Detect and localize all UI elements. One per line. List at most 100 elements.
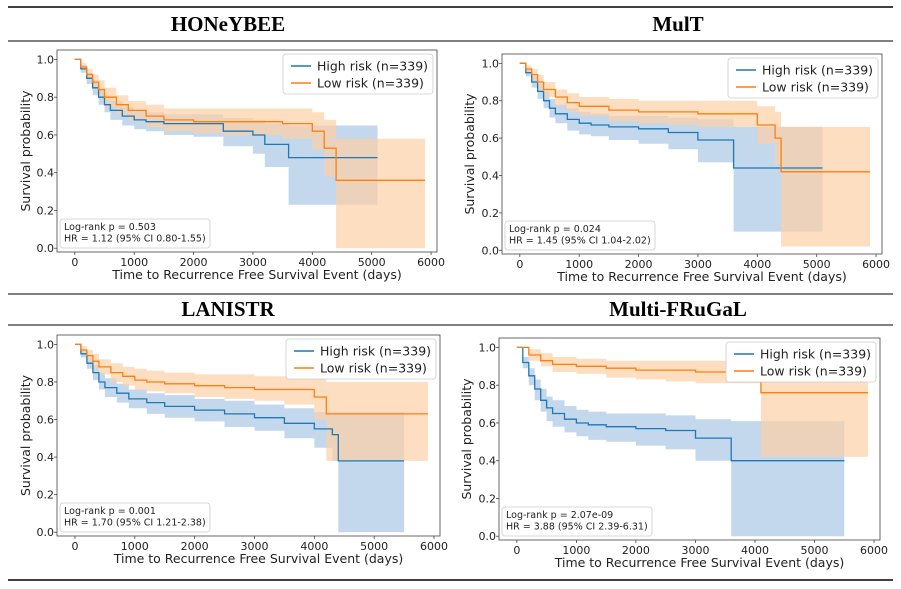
x-tick-label: 6000: [860, 544, 888, 557]
survival-line: [519, 62, 871, 173]
x-tick-label: 4000: [743, 258, 771, 271]
y-tick-label: 0.8: [37, 376, 55, 389]
stats-line: HR = 3.88 (95% CI 2.39-6.31): [506, 522, 648, 533]
x-tick-label: 5000: [358, 256, 386, 269]
legend-label: High risk (n=339): [317, 59, 428, 74]
x-tick-label: 5000: [360, 540, 388, 553]
y-tick-label: 1.0: [479, 341, 497, 354]
y-tick-label: 0.4: [479, 455, 497, 468]
chart-title: LANISTR: [181, 297, 275, 321]
x-tick-label: 2000: [622, 544, 650, 557]
x-tick-label: 2000: [181, 540, 209, 553]
y-tick-label: 0.6: [479, 417, 497, 430]
x-tick-label: 6000: [417, 256, 445, 269]
y-axis-label: Survival probability: [18, 374, 33, 496]
survival-line: [75, 343, 428, 415]
x-tick-label: 5000: [803, 258, 831, 271]
stats-line: Log-rank p = 0.001: [64, 506, 156, 517]
y-axis-label: Survival probability: [462, 93, 477, 215]
x-tick-label: 1000: [562, 544, 590, 557]
x-tick-label: 1000: [565, 258, 593, 271]
x-axis-label: Time to Recurrence Free Survival Event (…: [113, 551, 404, 566]
y-tick-label: 0.0: [37, 526, 55, 539]
y-tick-label: 1.0: [482, 57, 500, 70]
y-tick-label: 0.2: [37, 204, 55, 217]
legend-box: [725, 341, 877, 383]
stats-line: Log-rank p = 0.024: [509, 224, 601, 235]
stats-line: HR = 1.45 (95% CI 1.04-2.02): [509, 236, 651, 247]
chart-panel: LANISTR 0 1000 2000 3000 4000 5000 6000 0.0 0.2 0.…: [18, 297, 448, 566]
y-tick-label: 0.8: [37, 91, 55, 104]
x-tick-label: 2000: [180, 256, 208, 269]
x-tick-label: 6000: [862, 258, 890, 271]
stats-line: HR = 1.70 (95% CI 1.21-2.38): [64, 518, 206, 529]
survival-line: [516, 346, 869, 394]
ci-band: [75, 344, 428, 461]
y-tick-label: 0.2: [482, 207, 500, 220]
x-tick-label: 4000: [298, 256, 326, 269]
chart-panel: HONeYBEE 0 1000 2000 3000 4000 5000 6000 0.0 0.2 0…: [18, 12, 445, 282]
x-axis-label: Time to Recurrence Free Survival Event (…: [111, 267, 402, 282]
x-tick-label: 6000: [420, 540, 448, 553]
y-tick-label: 0.2: [479, 492, 497, 505]
stats-line: HR = 1.12 (95% CI 0.80-1.55): [64, 234, 206, 245]
axes-frame: [498, 337, 881, 541]
y-tick-label: 0.6: [482, 132, 500, 145]
ci-band: [74, 59, 426, 249]
x-tick-label: 0: [513, 544, 520, 557]
y-tick-label: 0.6: [37, 414, 55, 427]
y-tick-label: 0.8: [482, 95, 500, 108]
ci-band: [519, 63, 871, 247]
chart-title: MulT: [652, 12, 703, 36]
legend: High risk (n=339) Low risk (n=339): [282, 53, 434, 95]
x-tick-label: 0: [71, 540, 78, 553]
x-tick-label: 3000: [240, 540, 268, 553]
y-tick-label: 0.0: [479, 530, 497, 543]
legend: High risk (n=339) Low risk (n=339): [285, 338, 437, 380]
x-axis-label: Time to Recurrence Free Survival Event (…: [554, 555, 845, 570]
survival-line: [516, 346, 845, 462]
legend-label: Low risk (n=339): [760, 364, 867, 379]
y-tick-label: 0.2: [37, 489, 55, 502]
x-tick-label: 3000: [239, 256, 267, 269]
axes-frame: [56, 334, 441, 537]
legend-label: High risk (n=339): [320, 344, 431, 359]
legend-label: High risk (n=339): [760, 347, 871, 362]
y-tick-label: 0.8: [479, 379, 497, 392]
legend: High risk (n=339) Low risk (n=339): [727, 57, 879, 99]
x-tick-label: 5000: [801, 544, 829, 557]
y-tick-label: 0.4: [482, 169, 500, 182]
x-tick-label: 3000: [681, 544, 709, 557]
x-tick-label: 4000: [741, 544, 769, 557]
plot-area: [75, 343, 428, 533]
y-tick-label: 1.0: [37, 338, 55, 351]
legend-label: Low risk (n=339): [320, 361, 427, 376]
y-tick-label: 0.0: [482, 244, 500, 257]
legend-label: Low risk (n=339): [762, 80, 869, 95]
legend-box: [285, 338, 437, 380]
chart-title: Multi-FRuGaL: [609, 297, 747, 321]
y-axis-label: Survival probability: [18, 90, 33, 212]
legend-box: [727, 57, 879, 99]
x-tick-label: 3000: [684, 258, 712, 271]
axes-frame: [56, 49, 438, 253]
chart-title: HONeYBEE: [171, 12, 285, 36]
y-tick-label: 0.4: [37, 167, 55, 180]
stats-frame: [504, 220, 656, 251]
y-axis-label: Survival probability: [459, 378, 474, 500]
survival-line: [75, 343, 405, 462]
x-tick-label: 1000: [121, 540, 149, 553]
x-tick-label: 0: [516, 258, 523, 271]
x-tick-label: 4000: [300, 540, 328, 553]
x-tick-label: 2000: [625, 258, 653, 271]
survival-line: [74, 58, 426, 181]
legend: High risk (n=339) Low risk (n=339): [725, 341, 877, 383]
x-tick-label: 1000: [120, 256, 148, 269]
chart-panel: MulT 0 1000 2000 3000 4000 5000 6000 0.0 0.2 0.4 0.…: [462, 12, 890, 284]
stats-frame: [59, 502, 211, 533]
